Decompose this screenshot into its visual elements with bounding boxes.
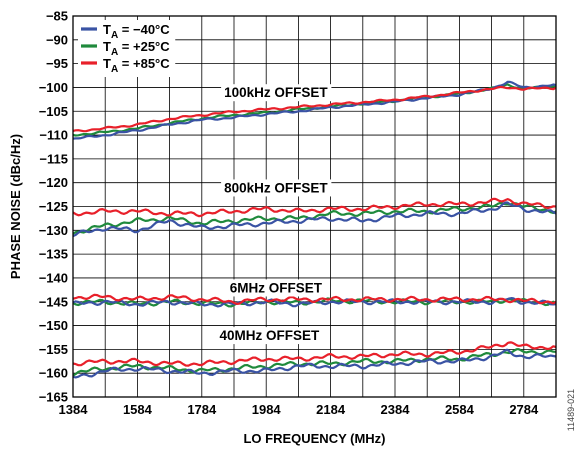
x-tick-label: 2384: [381, 402, 411, 417]
y-tick-label: −90: [46, 32, 68, 47]
y-axis-ticks: −165 −160 −155 −150 −145 −140 −135 −130 −125 −120…: [39, 9, 68, 405]
y-tick-label: −130: [39, 223, 68, 238]
x-tick-label: 1784: [187, 402, 217, 417]
x-tick-label: 1984: [252, 402, 282, 417]
y-tick-label: −100: [39, 80, 68, 95]
y-tick-label: −165: [39, 390, 68, 405]
y-tick-label: −105: [39, 104, 68, 119]
annotation-background: [216, 327, 324, 345]
y-tick-label: −150: [39, 318, 68, 333]
y-tick-label: −85: [46, 9, 68, 24]
series-line: [72, 85, 557, 133]
annotation-background: [221, 84, 332, 102]
series-line: [72, 341, 557, 367]
y-tick-label: −95: [46, 56, 68, 71]
annotation-label: 40MHz OFFSET: [220, 328, 321, 343]
offset-annotation: 800kHz OFFSET: [221, 179, 332, 197]
legend-label: TA = +85°C: [103, 56, 170, 75]
series-line: [72, 348, 557, 379]
legend-entry: TA = −40°C: [81, 22, 170, 41]
series-line: [72, 201, 557, 238]
x-tick-label: 1584: [123, 402, 153, 417]
y-tick-label: −155: [39, 342, 68, 357]
x-tick-label: 2784: [509, 402, 539, 417]
legend: TA = −40°CTA = +25°CTA = +85°C: [81, 22, 170, 75]
figure-id: 11489-021: [566, 389, 576, 431]
legend-entry: TA = +85°C: [81, 56, 170, 75]
y-tick-label: −115: [39, 151, 68, 166]
x-axis-title: LO FREQUENCY (MHz): [243, 431, 385, 446]
annotation-label: 6MHz OFFSET: [230, 280, 323, 295]
y-tick-label: −110: [39, 128, 68, 143]
annotation-label: 800kHz OFFSET: [224, 180, 328, 195]
x-axis-ticks: 1384 1584 1784 1984 2184 2384 2584 2784: [59, 402, 539, 417]
y-tick-label: −125: [39, 199, 68, 214]
y-tick-label: −140: [39, 270, 68, 285]
series-line: [72, 80, 557, 140]
series-line: [72, 293, 557, 305]
y-tick-label: −135: [39, 247, 68, 262]
offset-annotation: 6MHz OFFSET: [226, 279, 326, 297]
y-tick-label: −120: [39, 175, 68, 190]
legend-label: TA = −40°C: [103, 22, 170, 41]
y-axis-title: PHASE NOISE (dBc/Hz): [8, 134, 23, 279]
offset-annotation: 40MHz OFFSET: [216, 327, 324, 345]
plot-frame: [72, 15, 557, 398]
legend-label: TA = +25°C: [103, 39, 170, 58]
annotation-label: 100kHz OFFSET: [224, 85, 328, 100]
annotation-background: [226, 279, 326, 297]
offset-annotation: 100kHz OFFSET: [221, 84, 332, 102]
y-tick-label: −160: [39, 366, 68, 381]
legend-entry: TA = +25°C: [81, 39, 170, 58]
y-tick-label: −145: [39, 294, 68, 309]
annotation-background: [221, 179, 332, 197]
series-lines: [72, 80, 557, 379]
x-tick-label: 1384: [59, 402, 89, 417]
series-line: [72, 197, 557, 218]
x-tick-label: 2584: [445, 402, 475, 417]
x-tick-label: 2184: [316, 402, 346, 417]
offset-annotations: 100kHz OFFSET 800kHz OFFSET 6MHz OFFSET 40M…: [216, 84, 332, 345]
